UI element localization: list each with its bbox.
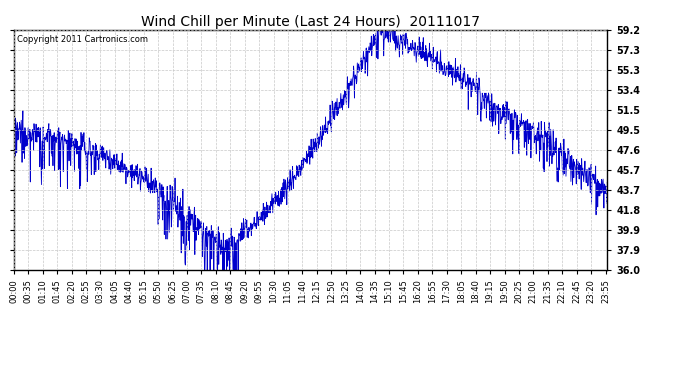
Text: Copyright 2011 Cartronics.com: Copyright 2011 Cartronics.com [17, 35, 148, 44]
Title: Wind Chill per Minute (Last 24 Hours)  20111017: Wind Chill per Minute (Last 24 Hours) 20… [141, 15, 480, 29]
